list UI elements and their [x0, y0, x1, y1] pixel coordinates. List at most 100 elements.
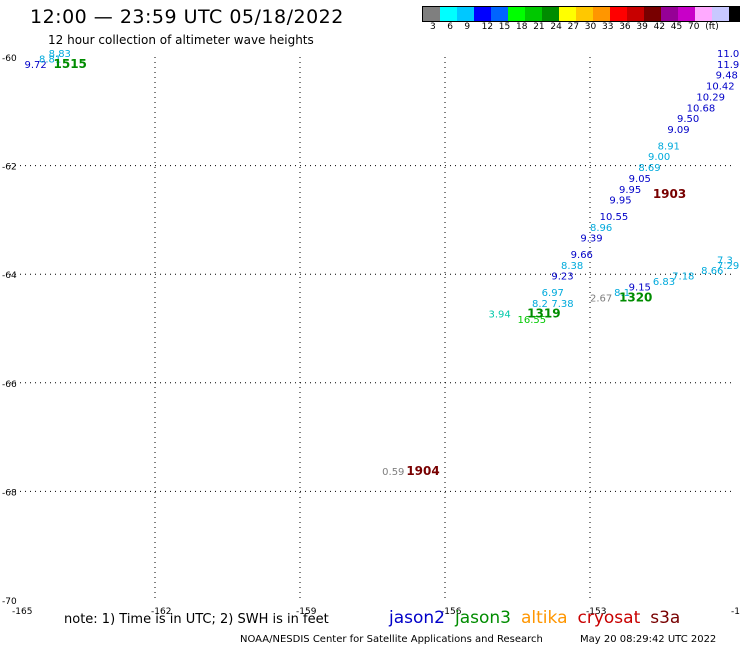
data-point-label: 0.59	[382, 467, 404, 478]
legend-label: 18	[516, 22, 528, 32]
legend-swatch	[559, 7, 576, 21]
legend-swatch	[542, 7, 559, 21]
data-point-label: 10.42	[706, 82, 735, 93]
credit-line: NOAA/NESDIS Center for Satellite Applica…	[240, 634, 543, 645]
chart-subtitle: 12 hour collection of altimeter wave hei…	[48, 33, 314, 47]
legend-swatch	[695, 7, 712, 21]
satellite-cryosat: cryosat	[577, 608, 641, 628]
x-tick-label: -153	[586, 607, 606, 617]
data-point-label: 11.96	[717, 60, 740, 71]
legend-label: (ft)	[705, 22, 719, 32]
legend-label: 39	[636, 22, 648, 32]
data-point-label: 8.2	[532, 299, 548, 310]
legend-swatch	[457, 7, 474, 21]
pass-time-label: 1515	[54, 57, 87, 71]
x-tick-label: -165	[12, 607, 32, 617]
data-point-label: 7.18	[672, 272, 694, 283]
footer-note: note: 1) Time is in UTC; 2) SWH is in fe…	[64, 612, 329, 627]
data-point-label: 16.55	[518, 315, 547, 326]
data-point-label: 9.23	[551, 272, 573, 283]
data-point-label: 9.50	[677, 114, 699, 125]
legend-swatch	[491, 7, 508, 21]
satellite-legend: jason2 jason3 altika cryosat s3a	[389, 608, 680, 628]
legend-swatch	[593, 7, 610, 21]
legend-swatch	[644, 7, 661, 21]
legend-swatch	[661, 7, 678, 21]
data-point-label: 9.72	[25, 60, 47, 71]
data-point-label: 9.48	[716, 71, 738, 82]
data-point-label: 8.91	[658, 141, 680, 152]
legend-label: 45	[670, 22, 683, 32]
data-point-label: 9.66	[571, 250, 593, 261]
data-point-label: 10.55	[600, 212, 629, 223]
generated-timestamp: May 20 08:29:42 UTC 2022	[580, 634, 717, 645]
x-tick-label: -159	[296, 607, 317, 617]
y-tick-label: -64	[2, 271, 17, 281]
data-point-label: 8.1	[614, 288, 630, 299]
data-point-label: 7.29	[717, 261, 739, 272]
legend-label: 70	[688, 22, 700, 32]
legend-swatch	[610, 7, 627, 21]
legend-label: 3	[430, 22, 436, 32]
pass-time-label: 1319	[527, 307, 560, 321]
data-point-label: 8.81	[39, 54, 61, 65]
satellite-altika: altika	[521, 608, 568, 628]
data-point-label: 8.38	[561, 261, 583, 272]
y-tick-label: -70	[2, 597, 17, 607]
legend-swatch	[627, 7, 644, 21]
page-title: 12:00 — 23:59 UTC 05/18/2022	[30, 6, 344, 28]
legend-swatch	[712, 7, 729, 21]
satellite-jason2: jason2	[389, 608, 445, 628]
x-tick-label: -162	[151, 607, 171, 617]
data-point-label: 9.15	[629, 282, 651, 293]
legend-swatch	[440, 7, 457, 21]
pass-time-label: 1903	[653, 187, 686, 201]
legend-swatch	[678, 7, 695, 21]
y-tick-label: -60	[2, 54, 17, 64]
data-point-label: 9.95	[609, 196, 631, 207]
pass-time-label: 1320	[619, 290, 652, 304]
legend-swatch	[576, 7, 593, 21]
legend-swatch	[474, 7, 491, 21]
legend-label: 33	[602, 22, 614, 32]
data-point-label: 9.95	[619, 185, 641, 196]
data-point-label: 9.00	[648, 152, 670, 163]
legend-label: 21	[533, 22, 545, 32]
data-point-label: 7.3	[717, 255, 733, 266]
data-point-label: 7.38	[551, 299, 573, 310]
pass-time-label: 1904	[406, 464, 439, 478]
legend-swatch	[423, 7, 440, 21]
legend-label: 24	[550, 22, 562, 32]
legend-label: 27	[567, 22, 580, 32]
data-point-label: 11.07	[717, 49, 740, 60]
x-tick-label: -150	[731, 607, 740, 617]
legend-swatch	[525, 7, 542, 21]
y-tick-label: -68	[2, 488, 17, 498]
legend-label: 30	[584, 22, 597, 32]
data-point-label: 9.39	[580, 234, 602, 245]
data-point-label: 2.67	[590, 293, 612, 304]
data-point-label: 9.05	[629, 174, 651, 185]
legend-label: 42	[653, 22, 666, 32]
data-point-label: 8.83	[49, 49, 71, 60]
satellite-jason3: jason3	[455, 608, 511, 628]
legend-swatch	[508, 7, 525, 21]
satellite-s3a: s3a	[650, 608, 681, 628]
y-tick-label: -66	[2, 380, 17, 390]
data-point-label: 8.66	[701, 266, 723, 277]
color-legend-labels: 3 6 9 12 15 18 21 24 27 30 33 36 39 42 45 70 (ft)	[422, 22, 740, 34]
data-point-label: 10.29	[696, 92, 725, 103]
data-point-label: 9.09	[667, 125, 689, 136]
color-legend-bar	[422, 6, 740, 22]
legend-label: 9	[464, 22, 471, 32]
legend-label: 15	[498, 22, 511, 32]
data-point-label: 8.96	[590, 223, 612, 234]
legend-label: 6	[447, 22, 453, 32]
y-tick-label: -62	[2, 163, 17, 173]
legend-swatch	[729, 7, 740, 21]
data-point-label: 6.97	[542, 288, 564, 299]
data-point-label: 8.69	[638, 163, 660, 174]
data-point-label: 6.83	[653, 277, 675, 288]
data-point-label: 3.94	[489, 310, 511, 321]
